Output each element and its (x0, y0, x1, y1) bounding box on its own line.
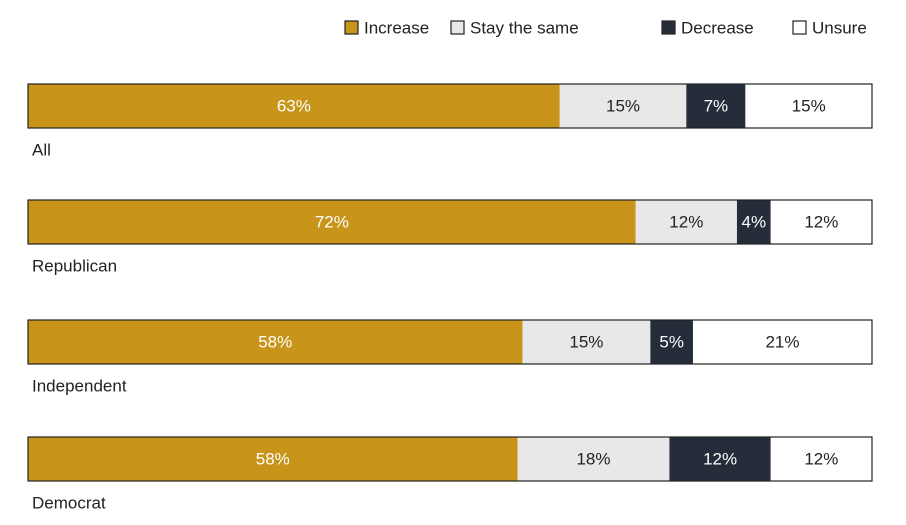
value-label: 15% (606, 96, 640, 115)
legend-swatch (450, 20, 465, 35)
category-label: All (32, 140, 51, 159)
value-label: 12% (804, 212, 838, 231)
value-label: 4% (742, 212, 767, 231)
legend-label: Unsure (812, 18, 867, 37)
bar-segment (635, 200, 737, 244)
bar-segment (736, 200, 771, 244)
bar-outline (27, 199, 873, 245)
value-label: 72% (315, 212, 349, 231)
bar-segment (517, 437, 670, 481)
category-label: Democrat (32, 493, 106, 512)
value-label: 12% (669, 212, 703, 231)
value-label: 18% (576, 449, 610, 468)
bar-segment (28, 200, 636, 244)
bar-segment (28, 437, 518, 481)
category-label: Independent (32, 376, 127, 395)
bar-segment (770, 200, 872, 244)
bar-outline (27, 436, 873, 482)
bar-outline (27, 83, 873, 129)
bar-segment (559, 84, 687, 128)
bar-outline (27, 319, 873, 365)
value-label: 15% (792, 96, 826, 115)
legend-swatch (344, 20, 359, 35)
value-label: 63% (277, 96, 311, 115)
bar-segment (745, 84, 872, 128)
value-label: 58% (258, 332, 292, 351)
category-label: Republican (32, 256, 117, 275)
legend-swatch (792, 20, 807, 35)
bar-segment (686, 84, 746, 128)
legend-label: Decrease (681, 18, 754, 37)
bar-segment (28, 320, 523, 364)
bar-segment (770, 437, 872, 481)
value-label: 12% (804, 449, 838, 468)
value-label: 15% (569, 332, 603, 351)
bar-segment (669, 437, 771, 481)
legend-label: Stay the same (470, 18, 579, 37)
bar-segment (522, 320, 651, 364)
value-label: 58% (256, 449, 290, 468)
value-label: 5% (659, 332, 684, 351)
bar-segment (692, 320, 872, 364)
legend-swatch (661, 20, 676, 35)
value-label: 12% (703, 449, 737, 468)
legend-label: Increase (364, 18, 429, 37)
bar-segment (650, 320, 693, 364)
bar-segment (28, 84, 560, 128)
value-label: 21% (765, 332, 799, 351)
value-label: 7% (704, 96, 729, 115)
